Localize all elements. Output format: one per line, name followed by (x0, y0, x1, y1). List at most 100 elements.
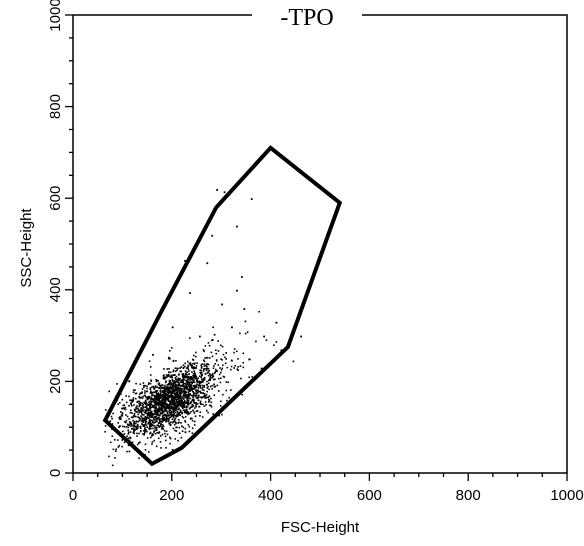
data-point (108, 390, 111, 393)
data-point (150, 411, 153, 413)
data-point (178, 395, 180, 397)
data-point (179, 389, 181, 391)
data-point (188, 385, 191, 388)
data-point (179, 397, 181, 400)
data-point (153, 387, 156, 389)
data-point (148, 417, 150, 419)
data-point (160, 423, 162, 425)
data-point (135, 426, 137, 428)
data-point (141, 392, 143, 395)
data-point (182, 380, 184, 383)
data-point (158, 418, 160, 421)
data-point (151, 415, 153, 417)
data-point (155, 411, 157, 413)
data-point (155, 406, 157, 408)
data-point (146, 426, 148, 428)
data-point (163, 378, 166, 380)
data-point (186, 382, 189, 385)
data-point (182, 405, 185, 407)
data-point (169, 387, 172, 389)
data-point (132, 399, 135, 402)
data-point (174, 414, 177, 417)
data-point (133, 424, 135, 426)
data-point (119, 418, 122, 420)
data-point (206, 380, 208, 383)
data-point (202, 359, 205, 361)
data-point (191, 405, 194, 407)
data-point (135, 382, 137, 385)
data-point (171, 379, 174, 381)
data-point (161, 387, 164, 389)
data-point (171, 388, 174, 391)
data-point (138, 432, 140, 435)
data-point (197, 377, 200, 379)
data-point (183, 393, 185, 396)
data-point (154, 416, 157, 418)
data-point (179, 403, 181, 405)
data-point (172, 407, 174, 409)
data-point (174, 381, 177, 384)
data-point (195, 351, 197, 354)
data-point (173, 400, 175, 403)
data-point (165, 406, 167, 408)
data-point (186, 366, 189, 369)
data-point (215, 359, 218, 361)
data-point (128, 405, 130, 407)
data-point (172, 370, 175, 373)
data-point (119, 402, 121, 404)
data-point (193, 412, 196, 414)
data-point (214, 378, 216, 381)
data-point (132, 425, 135, 427)
data-point (163, 398, 166, 401)
data-point (225, 381, 228, 383)
data-point (202, 379, 204, 382)
data-point (129, 431, 132, 433)
data-point (159, 407, 161, 410)
data-point (204, 345, 207, 347)
data-point (189, 364, 192, 366)
data-point (207, 342, 210, 344)
data-point (184, 391, 186, 394)
data-point (156, 429, 158, 431)
data-point (150, 427, 152, 430)
data-point (236, 368, 239, 370)
data-point (225, 352, 227, 354)
data-point (184, 362, 186, 365)
data-point (211, 377, 213, 379)
data-point (144, 406, 147, 408)
data-point (176, 386, 179, 388)
data-point (193, 379, 195, 382)
data-point (146, 398, 149, 401)
data-point (169, 371, 172, 374)
data-point (138, 405, 140, 408)
data-point (187, 368, 190, 371)
data-point (175, 391, 178, 394)
data-point (174, 374, 176, 376)
y-tick-label: 200 (47, 369, 64, 394)
data-point (135, 427, 138, 429)
data-point (175, 426, 177, 429)
data-point (192, 377, 194, 379)
data-point (248, 376, 250, 379)
data-point (195, 377, 197, 380)
data-point (149, 432, 151, 435)
data-point (176, 384, 179, 386)
data-point (213, 383, 215, 386)
data-point (151, 433, 154, 435)
data-point (169, 401, 172, 404)
data-point (236, 225, 238, 228)
data-point (161, 394, 164, 396)
data-point (202, 381, 204, 383)
data-point (169, 416, 171, 419)
data-point (194, 407, 196, 409)
data-point (175, 422, 177, 425)
data-point (192, 410, 195, 413)
data-point (143, 414, 145, 416)
data-point (143, 417, 146, 420)
data-point (150, 379, 152, 381)
data-point (149, 374, 152, 376)
data-point (174, 404, 177, 407)
data-point (166, 368, 169, 370)
data-point (148, 451, 150, 453)
data-point (123, 404, 125, 406)
